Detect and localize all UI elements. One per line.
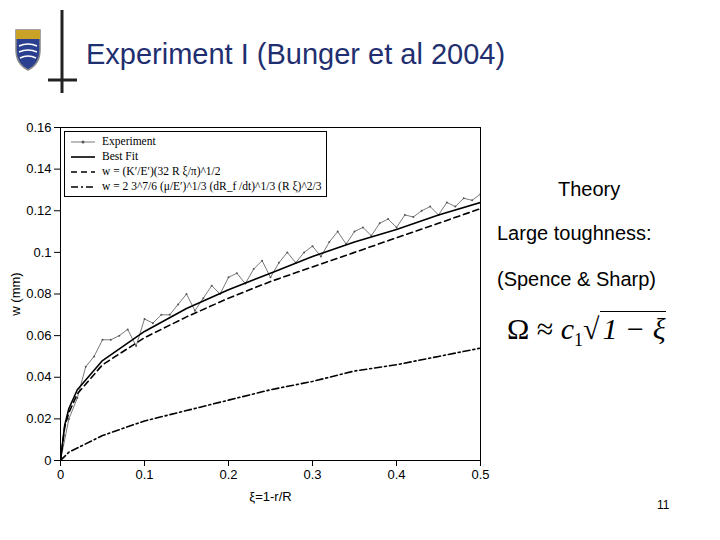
svg-text:0.12: 0.12 (26, 203, 51, 218)
html-text:Best Fit: Best Fit (102, 150, 139, 162)
svg-text:w (mm): w (mm) (8, 272, 23, 316)
svg-text:0.02: 0.02 (26, 411, 51, 426)
svg-text:0.2: 0.2 (219, 467, 237, 482)
html-text:(Spence & Sharp): (Spence & Sharp) (497, 268, 656, 290)
svg-text:0.06: 0.06 (26, 328, 51, 343)
svg-text:0.3: 0.3 (303, 467, 321, 482)
svg-text:0.5: 0.5 (471, 467, 489, 482)
html-text:Theory: Theory (558, 178, 621, 200)
html-text:w = (K′/E′)(32 R ξ/π)^1/2: w = (K′/E′)(32 R ξ/π)^1/2 (102, 165, 221, 177)
svg-text:0.14: 0.14 (26, 161, 51, 176)
svg-text:0.1: 0.1 (135, 467, 153, 482)
html-text:Large toughness:: Large toughness: (497, 222, 652, 244)
html-text:11: 11 (657, 498, 670, 512)
html-text:Experiment I (Bunger et al 200: Experiment I (Bunger et al 2004) (86, 38, 506, 70)
svg-text:0.08: 0.08 (26, 286, 51, 301)
svg-text:0.4: 0.4 (387, 467, 405, 482)
svg-text:0: 0 (57, 467, 64, 482)
svg-text:0.1: 0.1 (33, 245, 51, 260)
html-text:w = 2 3^7/6 (μ/E′)^1/3 (dR_f /: w = 2 3^7/6 (μ/E′)^1/3 (dR_f /dt)^1/3 (R… (102, 180, 322, 192)
svg-text:0.04: 0.04 (26, 369, 51, 384)
html-text:Ω ≈ c1√ 1 − ξ: Ω ≈ c1√ 1 − ξ (507, 312, 666, 350)
html-text:Experiment: Experiment (102, 135, 156, 147)
svg-text:ξ=1-r/R: ξ=1-r/R (249, 489, 291, 504)
svg-text:0: 0 (44, 453, 51, 468)
svg-text:0.16: 0.16 (26, 120, 51, 135)
